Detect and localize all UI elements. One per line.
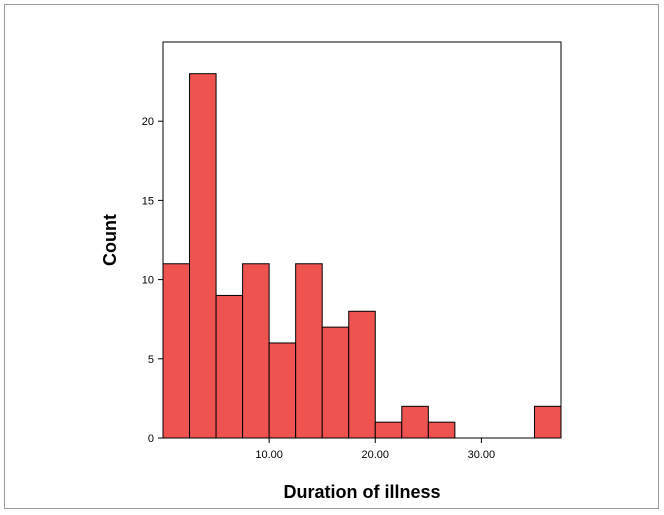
bars-group bbox=[162, 41, 562, 439]
histogram-bar bbox=[215, 294, 244, 439]
histogram-bar bbox=[162, 263, 191, 439]
y-axis: 0 5 10 15 20 bbox=[142, 116, 163, 445]
histogram-bar bbox=[533, 405, 562, 439]
x-axis-title: Duration of illness bbox=[283, 482, 440, 502]
y-tick-label: 0 bbox=[148, 433, 154, 445]
plot-border bbox=[162, 41, 562, 439]
histogram-bar bbox=[268, 342, 297, 439]
x-tick-label: 20.00 bbox=[362, 449, 390, 461]
histogram-bar bbox=[348, 310, 376, 439]
histogram-bar bbox=[321, 326, 350, 439]
y-tick-label: 15 bbox=[142, 195, 154, 207]
y-tick-label: 20 bbox=[142, 116, 154, 128]
y-tick-label: 5 bbox=[148, 354, 154, 366]
histogram-bar bbox=[401, 405, 429, 439]
histogram-bar bbox=[295, 263, 323, 439]
histogram-bar bbox=[374, 421, 403, 439]
y-tick-label: 10 bbox=[142, 275, 154, 287]
histogram-bar bbox=[189, 73, 217, 439]
x-tick-label: 10.00 bbox=[255, 449, 283, 461]
histogram-bar bbox=[242, 263, 270, 439]
x-tick-label: 30.00 bbox=[468, 449, 496, 461]
y-axis-title: Count bbox=[100, 214, 120, 266]
histogram-bar bbox=[427, 421, 456, 439]
x-axis: 10.00 20.00 30.00 bbox=[255, 438, 495, 461]
